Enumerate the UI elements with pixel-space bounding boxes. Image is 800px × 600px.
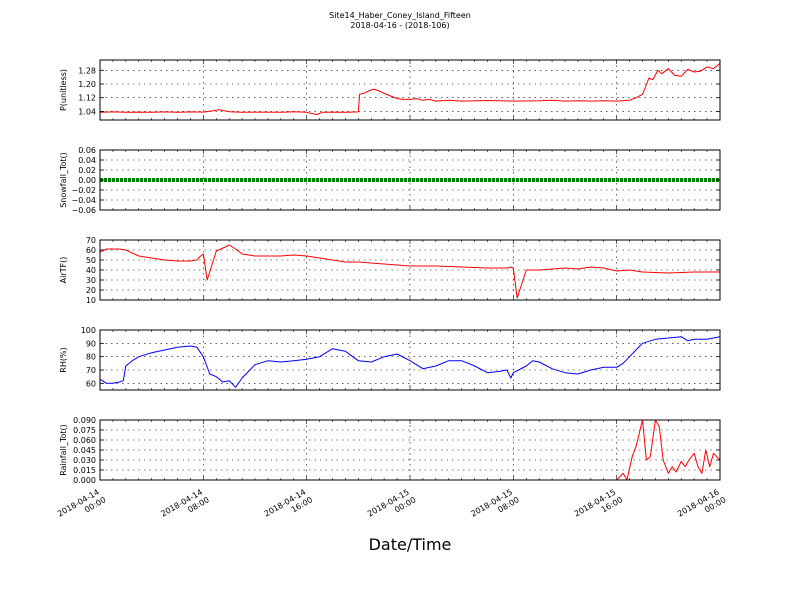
y-tick-label: 0.060: [73, 436, 96, 445]
y-tick-label: 40: [86, 266, 96, 275]
chart-subtitle: 2018-04-16 - (2018-106): [350, 21, 450, 30]
y-axis-label-snowfall: Snowfall_Tot(): [59, 152, 68, 208]
x-tick-label: 2018-04-1508:00: [469, 487, 521, 528]
y-tick-label: 70: [86, 366, 96, 375]
series-air-temp-line: [99, 244, 720, 299]
y-axis-label-humidity: RH(%): [59, 347, 68, 372]
y-tick-label: 0.02: [78, 166, 96, 175]
y-tick-label: 0.015: [73, 466, 96, 475]
series-pressure-line: [99, 63, 721, 115]
panel-frame: [99, 59, 721, 121]
series-humidity-line: [99, 336, 721, 388]
y-tick-label: 60: [86, 379, 96, 388]
y-tick-label: 0.04: [78, 156, 96, 165]
y-tick-label: 1.04: [78, 107, 96, 116]
y-axis-label-air-temp: AirTF(): [59, 257, 68, 284]
y-tick-label: 10: [86, 296, 96, 305]
y-tick-label: 80: [86, 353, 96, 362]
panel-humidity: 60 70 80 90 100 RH(%): [59, 326, 721, 391]
y-tick-label: 50: [86, 256, 96, 265]
x-tick-label: 2018-04-1516:00: [573, 487, 625, 528]
y-tick-label: 100: [81, 326, 96, 335]
panel-frame: [99, 329, 721, 391]
y-tick-label: 0.030: [73, 456, 96, 465]
y-tick-label: 0.045: [73, 446, 96, 455]
series-rainfall-line: [100, 419, 721, 481]
y-tick-label: −0.02: [71, 186, 96, 195]
y-tick-label: 30: [86, 276, 96, 285]
y-tick-label: 1.12: [78, 94, 96, 103]
y-tick-label: 0.00: [78, 176, 96, 185]
y-tick-label: 60: [86, 246, 96, 255]
y-tick-label: 0.06: [78, 146, 96, 155]
y-tick-label: 1.20: [78, 80, 96, 89]
y-tick-label: 0.000: [73, 476, 96, 485]
panel-pressure: 1.04 1.12 1.20 1.28 P(unitless): [59, 59, 721, 121]
y-axis-label-pressure: P(unitless): [59, 69, 68, 111]
y-tick-label: 1.28: [78, 66, 96, 75]
y-tick-label: 90: [86, 339, 96, 348]
x-tick-label: 2018-04-1500:00: [366, 487, 418, 528]
panel-snowfall: −0.06−0.04−0.020.000.020.040.06 Snowfall_…: [59, 146, 721, 215]
y-axis-label-rainfall: Rainfall_Tot(): [59, 424, 68, 476]
chart-title: Site14_Haber_Coney_Island_Fifteen: [329, 11, 471, 20]
y-tick-label: 20: [86, 286, 96, 295]
x-tick-label: 2018-04-1408:00: [159, 487, 211, 528]
x-tick-label: 2018-04-1416:00: [263, 487, 315, 528]
y-tick-label: 0.075: [73, 426, 96, 435]
y-tick-label: 0.090: [73, 416, 96, 425]
y-tick-label: 70: [86, 236, 96, 245]
y-tick-label: −0.04: [71, 196, 96, 205]
y-tick-label: −0.06: [71, 206, 96, 215]
x-tick-label: 2018-04-1400:00: [56, 487, 108, 528]
x-tick-label: 2018-04-1600:00: [676, 487, 728, 528]
x-axis-label: Date/Time: [369, 535, 452, 554]
